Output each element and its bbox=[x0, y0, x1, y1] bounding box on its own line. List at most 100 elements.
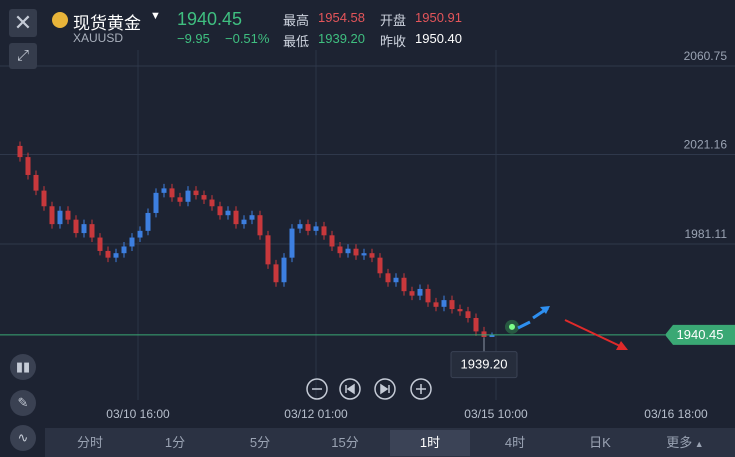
candle-body bbox=[345, 248, 351, 254]
candle-body bbox=[297, 224, 303, 229]
timeframe-tab[interactable]: 1时 bbox=[390, 430, 470, 456]
gold-icon bbox=[52, 12, 68, 28]
candle bbox=[425, 284, 431, 307]
candle bbox=[97, 233, 103, 256]
change: −9.95 bbox=[177, 31, 210, 46]
candle-body bbox=[369, 253, 375, 258]
candle bbox=[25, 152, 31, 180]
candle bbox=[401, 273, 407, 296]
candle bbox=[89, 219, 95, 243]
candle bbox=[393, 273, 399, 287]
close-button[interactable]: ✕ bbox=[9, 9, 37, 37]
candle-body bbox=[313, 226, 319, 231]
arrow-red-head bbox=[616, 341, 628, 350]
glow-dot-core bbox=[509, 323, 515, 330]
candle bbox=[177, 192, 183, 207]
candle-body bbox=[193, 190, 199, 196]
candle-body bbox=[353, 248, 359, 256]
candle-body bbox=[217, 206, 223, 216]
candle bbox=[33, 170, 39, 196]
candle-body bbox=[233, 210, 239, 225]
candle bbox=[321, 221, 327, 240]
candle-body bbox=[473, 317, 479, 332]
timeframe-tab[interactable]: 分时 bbox=[76, 435, 103, 450]
dropdown-icon[interactable]: ▼ bbox=[150, 10, 161, 22]
candle-body bbox=[393, 277, 399, 283]
timeframe-tab[interactable]: 日K bbox=[589, 435, 611, 450]
candle-body bbox=[113, 253, 119, 258]
zoom-button[interactable] bbox=[306, 378, 328, 400]
candle-body bbox=[161, 188, 167, 193]
candle bbox=[185, 186, 191, 207]
last-price-tag bbox=[665, 324, 735, 345]
tool-button[interactable]: ✎ bbox=[10, 390, 36, 416]
candle bbox=[345, 244, 351, 258]
candle-body bbox=[257, 215, 263, 236]
candle bbox=[145, 208, 151, 236]
instrument-name[interactable]: 现货黄金 bbox=[73, 14, 141, 33]
timeframe-tab[interactable]: 15分 bbox=[331, 435, 359, 450]
candle-body bbox=[73, 219, 79, 234]
candle bbox=[329, 230, 335, 251]
candle-body bbox=[481, 331, 487, 337]
candle-body bbox=[201, 195, 207, 200]
zoom-button-circle bbox=[374, 378, 396, 400]
timeframe-tab[interactable]: 1分 bbox=[164, 435, 186, 450]
candle bbox=[57, 206, 63, 229]
candle-body bbox=[401, 277, 407, 292]
candle bbox=[353, 244, 359, 260]
candle-body bbox=[409, 291, 415, 296]
timeframe-tab[interactable]: 5分 bbox=[249, 435, 271, 450]
zoom-button-icon bbox=[380, 383, 390, 395]
candle bbox=[361, 248, 367, 260]
timeframe-tab[interactable]: 4时 bbox=[504, 435, 526, 450]
arrow-blue-head bbox=[540, 306, 550, 314]
candle-body bbox=[361, 253, 367, 256]
stat-label: 开盘 bbox=[380, 13, 407, 28]
candle bbox=[73, 215, 79, 238]
candle bbox=[105, 246, 111, 263]
candle bbox=[65, 206, 71, 225]
stat-label: 最高 bbox=[283, 13, 310, 28]
tool-button[interactable]: ∿ bbox=[10, 425, 36, 451]
candle-body bbox=[433, 302, 439, 307]
timeframe-tab[interactable]: 更多 ▲ bbox=[666, 435, 704, 450]
zoom-button[interactable] bbox=[339, 378, 361, 400]
candle-body bbox=[17, 145, 23, 158]
zoom-button[interactable] bbox=[410, 378, 432, 400]
x-tick-label: 03/10 16:00 bbox=[106, 407, 170, 421]
candle bbox=[233, 206, 239, 229]
candle-body bbox=[449, 300, 455, 310]
candle-body bbox=[177, 197, 183, 202]
candle-body bbox=[329, 235, 335, 247]
candle-body bbox=[49, 206, 55, 225]
candle-body bbox=[385, 273, 391, 283]
candle bbox=[449, 295, 455, 314]
candle bbox=[113, 248, 119, 263]
candle bbox=[41, 186, 47, 211]
candle-body bbox=[241, 219, 247, 225]
candle-body bbox=[425, 288, 431, 303]
candle bbox=[465, 306, 471, 323]
zoom-button-circle bbox=[306, 378, 328, 400]
zoom-button-circle bbox=[339, 378, 361, 400]
zoom-button[interactable] bbox=[374, 378, 396, 400]
candle bbox=[305, 219, 311, 236]
y-tick-label: 2060.75 bbox=[684, 49, 728, 63]
candle bbox=[129, 233, 135, 251]
candle-body bbox=[489, 334, 495, 337]
candle bbox=[369, 248, 375, 263]
candle-body bbox=[185, 190, 191, 202]
tool-button[interactable]: ▮▮ bbox=[10, 354, 36, 380]
candle-body bbox=[41, 190, 47, 207]
candle bbox=[377, 253, 383, 278]
candle-body bbox=[153, 192, 159, 213]
candle-body bbox=[457, 309, 463, 312]
candle bbox=[441, 295, 447, 312]
candle-body bbox=[377, 257, 383, 274]
candle bbox=[273, 259, 279, 287]
low-marker-label: 1939.20 bbox=[461, 357, 508, 372]
candle-body bbox=[441, 300, 447, 307]
expand-button[interactable]: ⤢ bbox=[9, 43, 37, 69]
stat-label: 最低 bbox=[283, 34, 310, 49]
